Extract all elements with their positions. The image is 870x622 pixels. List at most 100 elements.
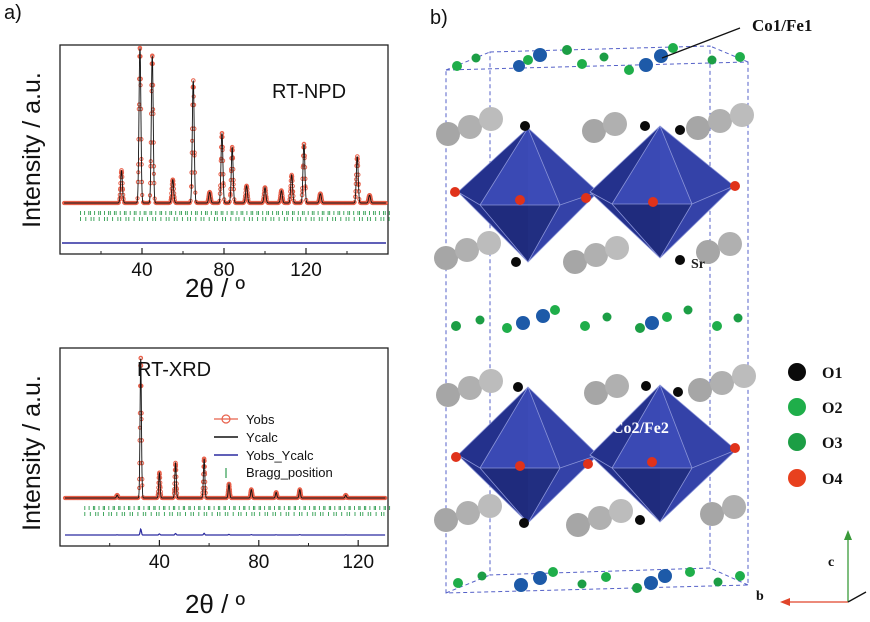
npd-x-axis-label: 2θ / º	[185, 273, 246, 303]
legend-o1-swatch	[788, 363, 806, 381]
xrd-legend: Yobs Ycalc Yobs_Ycalc Bragg_position	[214, 412, 333, 480]
atom-o2	[577, 59, 587, 69]
atom-o2	[601, 572, 611, 582]
octa-edges	[457, 127, 599, 263]
atom-co1	[533, 571, 547, 585]
atom-sr	[718, 232, 742, 256]
atom-sr	[730, 103, 754, 127]
axis-triad: c b	[756, 530, 867, 606]
atom-o3	[477, 571, 487, 581]
atom-co1	[645, 316, 659, 330]
atom-sr	[478, 494, 502, 518]
structure-legend: O1 O2 O3 O4	[788, 363, 842, 488]
atom-sr	[479, 369, 503, 393]
legend-o2-label: O2	[822, 400, 842, 417]
atom-sr	[605, 236, 629, 260]
atom-o4	[647, 457, 657, 467]
legend-yobs-ycalc-label: Yobs_Ycalc	[246, 448, 314, 463]
atom-o1	[641, 381, 651, 391]
legend-o2-swatch	[788, 398, 806, 416]
x-tick-label: 80	[248, 552, 269, 573]
atom-co1	[654, 49, 668, 63]
atom-o1	[520, 121, 530, 131]
co1fe1-label: Co1/Fe1	[752, 16, 812, 35]
atom-o2	[712, 321, 722, 331]
npd-x-tick-labels: 40 80 120	[131, 260, 321, 281]
legend-o4-label: O4	[822, 471, 842, 488]
atom-sr	[477, 231, 501, 255]
atom-co1	[639, 58, 653, 72]
atom-o4	[515, 195, 525, 205]
xrd-x-ticks	[109, 540, 359, 546]
unit-cell-outline	[445, 45, 749, 594]
c-axis-label: c	[828, 555, 834, 570]
atom-o3	[577, 579, 587, 589]
legend-item-yobs-ycalc: Yobs_Ycalc	[214, 448, 314, 463]
atom-o1	[511, 257, 521, 267]
x-tick-label: 40	[149, 552, 170, 573]
legend-bragg-label: Bragg_position	[246, 465, 333, 480]
atom-sr	[436, 122, 460, 146]
a-axis-arrow	[847, 591, 867, 603]
atom-o2	[624, 65, 634, 75]
co2fe2-label: Co2/Fe2	[612, 420, 669, 437]
xrd-plot-frame	[59, 347, 389, 547]
atom-sr	[584, 243, 608, 267]
atom-co1	[533, 48, 547, 62]
legend-yobs-marker	[221, 414, 231, 424]
xrd-y-axis-label: Intensity / a.u.	[18, 375, 46, 531]
atom-o4	[730, 443, 740, 453]
atom-sr	[456, 501, 480, 525]
x-tick-label: 120	[290, 260, 322, 281]
atom-o1	[675, 125, 685, 135]
legend-yobs-label: Yobs	[246, 412, 275, 427]
sr-label: Sr	[691, 257, 705, 272]
npd-annotation: RT-NPD	[272, 81, 346, 103]
atom-o1	[635, 515, 645, 525]
atom-co1	[658, 569, 672, 583]
atom-sr	[588, 506, 612, 530]
atom-o3	[635, 323, 645, 333]
atom-sr	[696, 240, 720, 264]
atom-sr	[458, 376, 482, 400]
bottom-layer-atoms	[453, 567, 745, 593]
xrd-annotation: RT-XRD	[137, 359, 211, 381]
npd-chart: 40 80 120 RT-NPD Intensity / a.u. 2θ / º	[18, 44, 390, 303]
atom-sr	[566, 513, 590, 537]
atom-o2	[662, 312, 672, 322]
upper-octahedron-right	[589, 121, 740, 265]
lower-sr-atoms-bottom	[434, 494, 746, 537]
atom-o2	[548, 567, 558, 577]
x-tick-label: 80	[213, 260, 234, 281]
atom-sr	[603, 112, 627, 136]
atom-o3	[475, 315, 485, 325]
atom-sr	[688, 378, 712, 402]
atom-o4	[515, 461, 525, 471]
legend-item-ycalc: Ycalc	[214, 430, 278, 445]
octa-edges	[589, 384, 737, 523]
lower-sr-atoms-top	[436, 364, 756, 407]
atom-co1	[536, 309, 550, 323]
octa-face	[612, 468, 692, 522]
atom-sr	[708, 109, 732, 133]
atom-o3	[707, 55, 717, 65]
atom-o2	[452, 61, 462, 71]
atom-o1	[513, 382, 523, 392]
atom-o2	[735, 571, 745, 581]
xrd-difference-curve	[65, 527, 386, 536]
npd-yobs-curve	[62, 45, 388, 206]
atom-o4	[581, 193, 591, 203]
atom-sr	[436, 383, 460, 407]
atom-sr	[700, 502, 724, 526]
crystal-structure: Co1/Fe1	[434, 16, 812, 594]
lower-octahedron-right	[589, 381, 740, 525]
upper-octahedron-left	[450, 121, 599, 267]
c-axis-arrowhead	[844, 530, 852, 540]
atom-o1	[519, 518, 529, 528]
octa-face	[480, 387, 560, 468]
atom-co1	[644, 576, 658, 590]
xrd-x-tick-labels: 40 80 120	[149, 552, 374, 573]
unit-cell-edges	[445, 45, 749, 594]
atom-sr	[605, 374, 629, 398]
atom-o3	[562, 45, 572, 55]
